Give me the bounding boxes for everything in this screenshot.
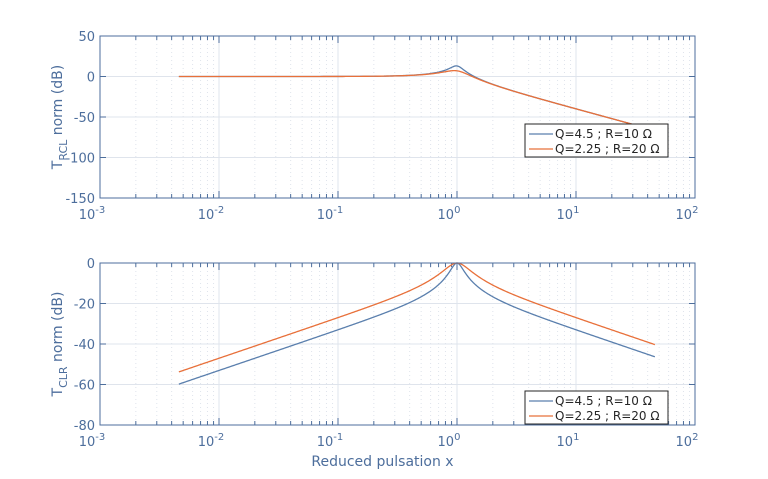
x-tick-label: 10-1 bbox=[317, 205, 344, 223]
axes-box bbox=[99, 262, 696, 426]
x-tick-label: 100 bbox=[438, 205, 461, 223]
x-tick-label: 101 bbox=[557, 432, 580, 450]
y-tick-label: -20 bbox=[74, 298, 95, 313]
series-line-2 bbox=[178, 69, 656, 131]
legend-entry: Q=4.5 ; R=10 Ω bbox=[555, 127, 652, 141]
y-axis-label: TRCL norm (dB) bbox=[50, 65, 70, 170]
y-tick-label: -150 bbox=[65, 192, 95, 207]
legend-entry: Q=4.5 ; R=10 Ω bbox=[555, 394, 652, 408]
legend-entry: Q=2.25 ; R=20 Ω bbox=[555, 409, 660, 423]
x-tick-label: 102 bbox=[676, 205, 699, 223]
x-tick-label: 10-1 bbox=[317, 432, 344, 450]
y-tick-label: -40 bbox=[74, 338, 95, 353]
legend: Q=4.5 ; R=10 ΩQ=2.25 ; R=20 Ω bbox=[524, 123, 669, 158]
axes-box bbox=[99, 35, 696, 199]
x-tick-label: 10-3 bbox=[79, 205, 106, 223]
series-line-1 bbox=[178, 262, 656, 385]
x-tick-label: 10-3 bbox=[79, 432, 106, 450]
x-tick-label: 100 bbox=[438, 432, 461, 450]
legend-entry: Q=2.25 ; R=20 Ω bbox=[555, 142, 660, 156]
y-axis-label: TCLR norm (dB) bbox=[50, 292, 70, 398]
y-tick-label: -50 bbox=[74, 111, 95, 126]
x-tick-label: 10-2 bbox=[198, 205, 225, 223]
x-tick-label: 10-2 bbox=[198, 432, 225, 450]
x-tick-label: 102 bbox=[676, 432, 699, 450]
y-tick-label: -80 bbox=[74, 419, 95, 434]
y-tick-label: -60 bbox=[74, 379, 95, 394]
y-tick-label: 50 bbox=[78, 30, 95, 45]
y-tick-label: 0 bbox=[87, 71, 95, 86]
y-tick-label: 0 bbox=[87, 257, 95, 272]
x-tick-label: 101 bbox=[557, 205, 580, 223]
y-tick-label: -100 bbox=[65, 152, 95, 167]
x-axis-label: Reduced pulsation x bbox=[311, 454, 453, 470]
legend: Q=4.5 ; R=10 ΩQ=2.25 ; R=20 Ω bbox=[524, 390, 669, 425]
series-line-2 bbox=[178, 262, 656, 373]
